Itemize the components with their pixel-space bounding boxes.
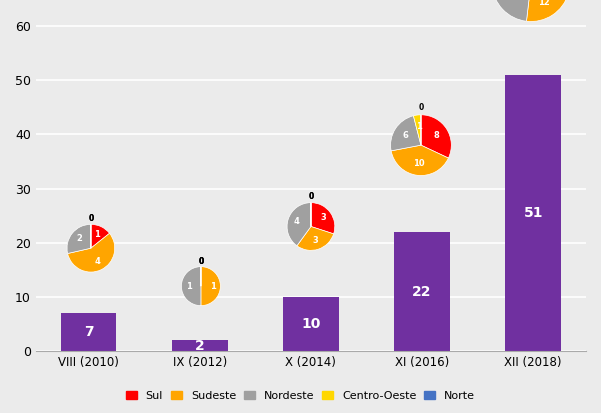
Text: 1: 1 <box>210 282 216 291</box>
Text: 1: 1 <box>416 122 421 131</box>
Text: 0: 0 <box>88 214 94 223</box>
Legend: Sul, Sudeste, Nordeste, Centro-Oeste, Norte: Sul, Sudeste, Nordeste, Centro-Oeste, No… <box>121 387 480 406</box>
Wedge shape <box>68 233 115 272</box>
Wedge shape <box>421 115 451 158</box>
Text: 10: 10 <box>301 317 320 331</box>
Text: 3: 3 <box>313 236 319 245</box>
Bar <box>394 232 450 351</box>
Wedge shape <box>91 224 109 248</box>
Text: 51: 51 <box>523 206 543 220</box>
Wedge shape <box>492 0 531 21</box>
Text: 3: 3 <box>320 213 326 222</box>
Wedge shape <box>201 267 221 306</box>
Text: 0: 0 <box>198 257 204 266</box>
Wedge shape <box>287 203 311 246</box>
Text: 4: 4 <box>94 257 100 266</box>
Wedge shape <box>311 203 335 234</box>
Bar <box>172 340 228 351</box>
Text: 0: 0 <box>418 103 424 112</box>
Text: 12: 12 <box>538 0 550 7</box>
Wedge shape <box>391 145 448 176</box>
Text: 4: 4 <box>294 217 300 226</box>
Text: 7: 7 <box>84 325 94 339</box>
Bar <box>61 313 117 351</box>
Text: 0: 0 <box>88 214 94 223</box>
Text: 2: 2 <box>76 235 82 244</box>
Wedge shape <box>391 116 421 151</box>
Text: 0: 0 <box>198 257 204 266</box>
Wedge shape <box>526 0 569 21</box>
Wedge shape <box>182 267 201 306</box>
Text: 0: 0 <box>308 192 314 201</box>
Wedge shape <box>297 226 334 250</box>
Wedge shape <box>413 115 421 145</box>
Text: 8: 8 <box>434 131 440 140</box>
Text: 6: 6 <box>402 131 408 140</box>
Bar <box>505 75 561 351</box>
Wedge shape <box>67 224 91 254</box>
Bar <box>283 297 339 351</box>
Text: 10: 10 <box>413 159 424 169</box>
Text: 2: 2 <box>195 339 205 353</box>
Text: 0: 0 <box>308 192 314 201</box>
Text: 1: 1 <box>94 230 100 240</box>
Text: 1: 1 <box>186 282 192 291</box>
Text: 22: 22 <box>412 285 432 299</box>
Text: 0: 0 <box>198 257 204 266</box>
